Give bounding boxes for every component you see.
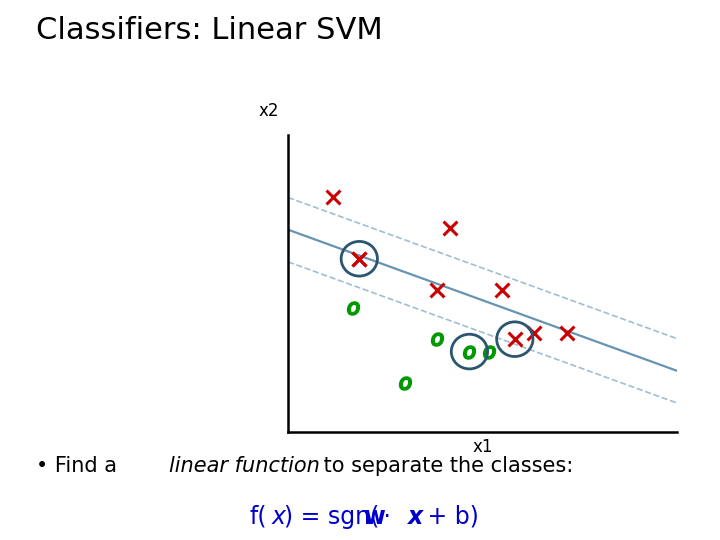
Text: Classifiers: Linear SVM: Classifiers: Linear SVM — [36, 16, 383, 45]
Point — [483, 347, 495, 356]
Text: ·: · — [376, 505, 398, 529]
Text: to separate the classes:: to separate the classes: — [317, 456, 573, 476]
Text: + b): + b) — [420, 505, 480, 529]
Point — [431, 285, 443, 294]
Point — [328, 193, 339, 201]
Point — [354, 254, 365, 263]
Text: x: x — [271, 505, 285, 529]
Text: x: x — [408, 505, 423, 529]
Point — [444, 224, 456, 232]
Point — [464, 347, 475, 356]
Text: f(: f( — [249, 505, 266, 529]
Text: linear function: linear function — [169, 456, 320, 476]
Text: • Find a: • Find a — [36, 456, 124, 476]
Point — [528, 329, 540, 338]
Point — [347, 304, 359, 313]
Text: w: w — [363, 505, 384, 529]
X-axis label: x1: x1 — [472, 437, 492, 456]
Point — [509, 335, 521, 343]
Point — [496, 285, 508, 294]
Text: ) = sgn(: ) = sgn( — [284, 505, 379, 529]
Point — [431, 335, 443, 343]
Point — [561, 329, 572, 338]
Point — [354, 254, 365, 263]
Text: x2: x2 — [258, 102, 279, 120]
Point — [399, 378, 410, 387]
